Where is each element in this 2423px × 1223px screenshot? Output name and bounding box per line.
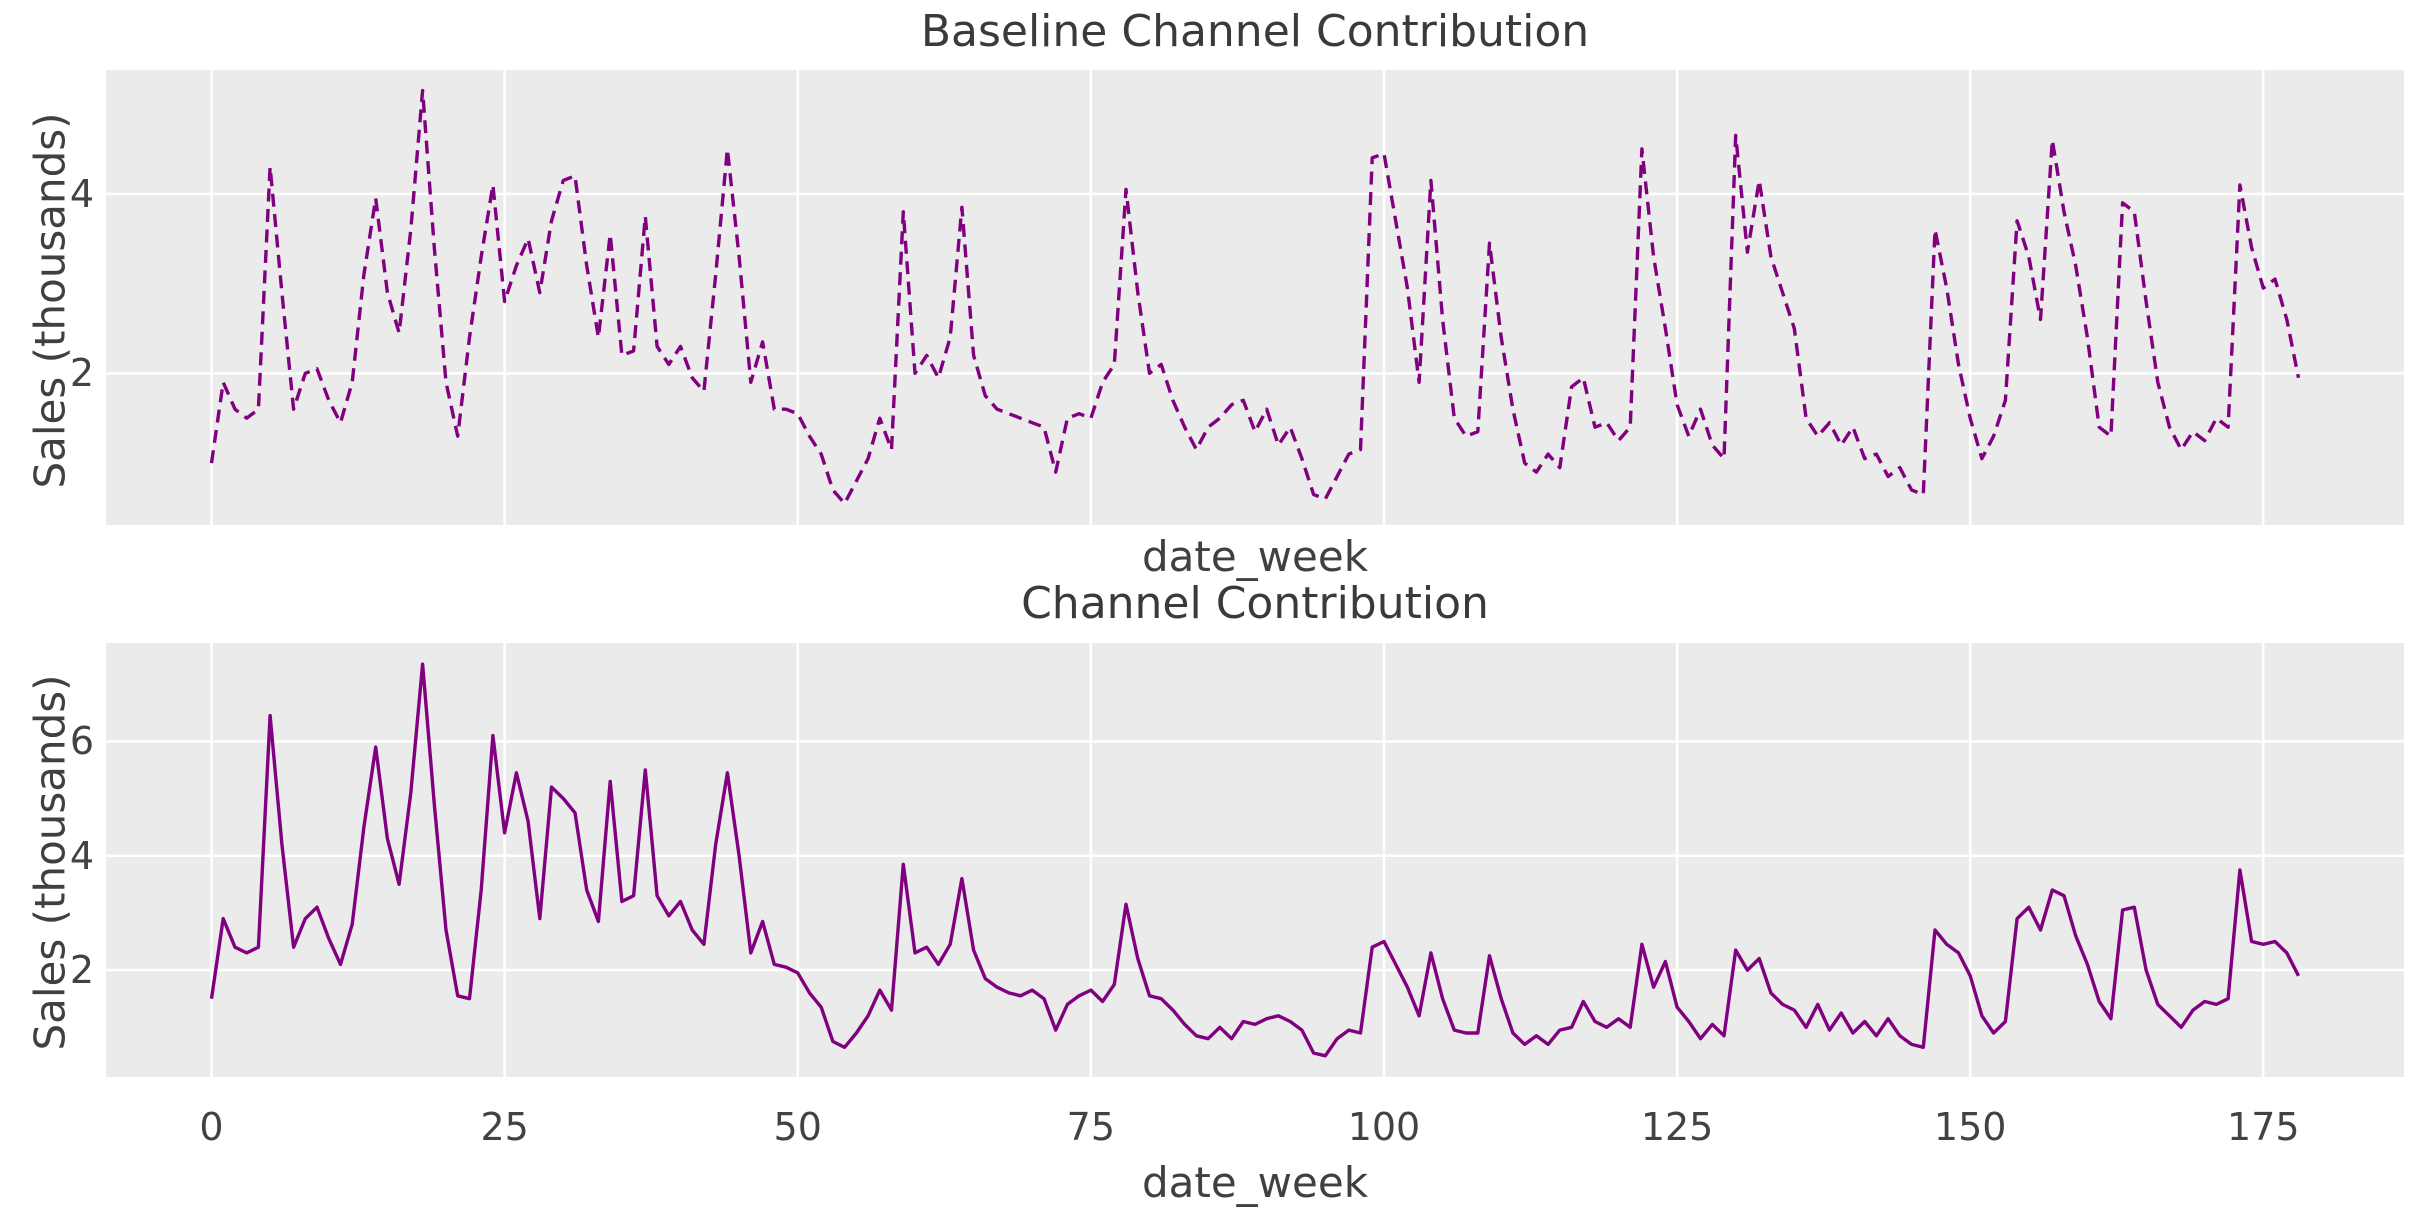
x-tick-label-125: 125 bbox=[1640, 1105, 1714, 1149]
x-tick-label-175: 175 bbox=[2227, 1105, 2300, 1149]
channel-x-axis-label: date_week bbox=[1141, 1158, 1369, 1207]
channel-chart-title: Channel Contribution bbox=[1021, 578, 1489, 629]
baseline-plot-panel bbox=[106, 70, 2404, 525]
channel-plot-area bbox=[106, 643, 2404, 1077]
baseline-series-line bbox=[209, 88, 2301, 506]
baseline-plot-area bbox=[106, 70, 2404, 525]
y-tick-label-4: 4 bbox=[69, 833, 94, 878]
y-tick-label-2: 2 bbox=[69, 351, 94, 396]
baseline-chart-title: Baseline Channel Contribution bbox=[920, 6, 1590, 57]
baseline-y-axis-label: Sales (thousands) bbox=[25, 112, 75, 489]
x-tick-label-50: 50 bbox=[773, 1105, 822, 1149]
channel-plot-panel bbox=[106, 643, 2404, 1077]
channel-series-line bbox=[209, 662, 2301, 1058]
x-tick-label-25: 25 bbox=[480, 1105, 529, 1149]
x-tick-label-150: 150 bbox=[1933, 1105, 2007, 1149]
y-tick-label-4: 4 bbox=[69, 171, 94, 216]
x-tick-label-75: 75 bbox=[1066, 1105, 1116, 1149]
y-tick-label-6: 6 bbox=[69, 719, 94, 764]
x-tick-label-0: 0 bbox=[199, 1105, 224, 1149]
y-tick-label-2: 2 bbox=[69, 948, 94, 993]
x-tick-label-100: 100 bbox=[1347, 1105, 1421, 1149]
baseline-x-axis-label: date_week bbox=[1141, 532, 1369, 581]
